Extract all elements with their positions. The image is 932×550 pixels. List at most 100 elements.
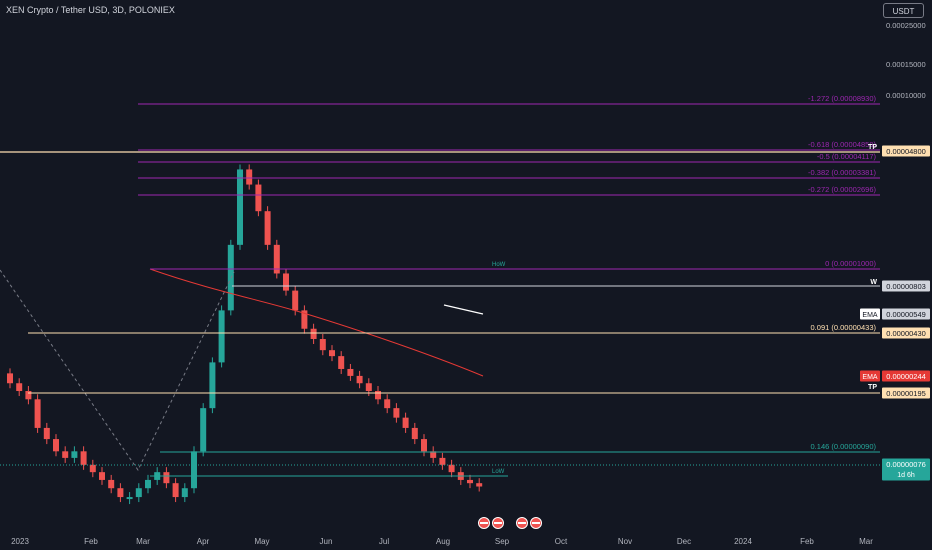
time-tick-label: 2024	[734, 537, 752, 546]
event-flag-icon-stripe	[532, 522, 540, 524]
fib-level-label: -1.272 (0.00008930)	[808, 94, 876, 103]
event-flag-icon-stripe	[494, 522, 502, 524]
candle-body	[25, 391, 32, 400]
candle-body	[218, 310, 225, 363]
candles-layer	[7, 164, 483, 505]
candle-body	[117, 488, 124, 498]
price-label: 0.00000430	[886, 329, 926, 338]
fib-level-label: -0.5 (0.00004117)	[817, 152, 877, 161]
price-label: 0.00000195	[886, 389, 926, 398]
how-marker: HoW	[492, 262, 506, 268]
candle-body	[273, 244, 280, 274]
price-label: 0.00004800	[886, 147, 926, 156]
candle-body	[319, 339, 326, 351]
fib-level-label: 0.146 (0.00000090)	[811, 442, 877, 451]
candle-body	[62, 451, 69, 458]
candle-body	[411, 427, 418, 440]
event-flag-icon-stripe	[518, 522, 526, 524]
zigzag-line	[0, 269, 235, 471]
candle-body	[246, 169, 253, 185]
candle-body	[347, 368, 354, 376]
tp-marker: TP	[868, 144, 877, 151]
candle-body	[430, 451, 437, 458]
candle-body	[80, 451, 87, 465]
candle-body	[126, 497, 133, 500]
candle-body	[163, 472, 170, 484]
price-label-box	[882, 458, 930, 481]
price-label-box	[882, 308, 930, 320]
low-marker: LoW	[492, 469, 505, 475]
trend-line	[443, 304, 484, 315]
ema-tag-box	[860, 308, 880, 320]
price-label-box	[882, 145, 930, 157]
time-tick-label: Mar	[136, 537, 150, 546]
candle-body	[209, 362, 216, 409]
candle-body	[338, 356, 345, 369]
candle-body	[200, 408, 207, 452]
currency-button[interactable]: USDT	[883, 3, 924, 18]
candle-body	[34, 399, 41, 428]
time-tick-label: 2023	[11, 537, 29, 546]
price-label-box	[882, 370, 930, 382]
time-tick-label: Feb	[800, 537, 814, 546]
candle-body	[439, 457, 446, 465]
tp-marker: TP	[868, 384, 877, 391]
time-tick-label: Feb	[84, 537, 98, 546]
price-label: 0.00000803	[886, 282, 926, 291]
time-tick-label: Dec	[677, 537, 691, 546]
fib-level-label: 0 (0.00001000)	[825, 259, 876, 268]
time-tick-label: Aug	[436, 537, 450, 546]
fib-level-label: -0.382 (0.00003381)	[808, 168, 876, 177]
candle-body	[181, 488, 188, 498]
candle-body	[448, 464, 455, 473]
candle-body	[476, 483, 483, 487]
time-tick-label: May	[254, 537, 269, 546]
price-label: 0.00000549	[886, 310, 926, 319]
candle-body	[467, 479, 473, 484]
candle-body	[53, 439, 59, 452]
candle-body	[145, 479, 151, 489]
candle-body	[255, 184, 262, 212]
candle-body	[283, 273, 289, 291]
candle-body	[16, 383, 23, 392]
candle-body	[375, 391, 381, 400]
candle-body	[421, 439, 427, 452]
time-tick-label: Apr	[197, 537, 210, 546]
candle-body	[89, 464, 96, 473]
time-tick-label: Jul	[379, 537, 389, 546]
candle-body	[71, 451, 78, 458]
price-axis: 0.00025000 0.00015000 0.00010000 0.00004800…	[860, 21, 930, 481]
candle-body	[172, 483, 179, 498]
symbol-title: XEN Crypto / Tether USD, 3D, POLONIEX	[6, 5, 175, 15]
candle-body	[329, 350, 335, 357]
price-tick-label: 0.00025000	[886, 21, 926, 30]
candle-body	[237, 169, 243, 245]
price-label-box	[882, 387, 930, 399]
time-tick-label: Sep	[495, 537, 510, 546]
candle-body	[393, 408, 400, 418]
countdown-label: 1d 6h	[897, 472, 915, 479]
candle-body	[191, 451, 197, 489]
candle-body	[264, 211, 271, 245]
time-tick-label: Oct	[555, 537, 568, 546]
price-tick-label: 0.00015000	[886, 60, 926, 69]
candle-body	[384, 399, 391, 409]
candle-body	[365, 383, 372, 392]
candle-body	[108, 479, 115, 489]
candle-body	[135, 488, 142, 498]
candle-body	[301, 310, 308, 329]
candle-body	[99, 472, 105, 480]
ema-line	[149, 268, 484, 377]
time-axis: 2023 Feb Mar Apr May Jun Jul Aug Sep Oct Nov Dec 202…	[11, 517, 873, 546]
event-flag-icon-stripe	[480, 522, 488, 524]
price-tick-label: 0.00010000	[886, 91, 926, 100]
fib-level-label: -0.618 (0.00004859)	[808, 140, 876, 149]
time-tick-label: Jun	[320, 537, 333, 546]
candle-body	[7, 373, 13, 384]
price-label: 0.00000244	[886, 372, 926, 381]
ema-tag-box	[860, 370, 880, 382]
candle-body	[43, 427, 50, 440]
price-label-box	[882, 280, 930, 292]
ema-tag: EMA	[862, 312, 878, 319]
